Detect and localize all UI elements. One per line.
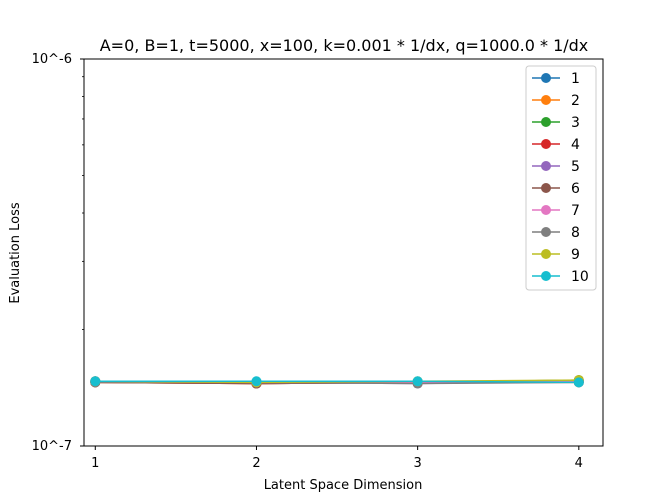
legend-swatch-marker [541, 117, 551, 127]
x-axis: 1 2 3 4 [91, 446, 583, 471]
legend-swatch-marker [541, 183, 551, 193]
legend-swatch-marker [541, 249, 551, 259]
legend-item: 9 [532, 247, 580, 263]
legend-item: 1 [532, 71, 580, 87]
legend-label: 10 [571, 269, 589, 285]
y-tick-label: 10^-6 [32, 52, 72, 67]
legend-label: 3 [571, 115, 580, 131]
legend-label: 7 [571, 203, 580, 219]
legend-swatch-marker [541, 227, 551, 237]
legend: 1 2 3 4 5 6 7 8 9 10 [525, 65, 597, 291]
data-point [573, 377, 584, 388]
plot-series [90, 375, 584, 389]
legend-label: 8 [571, 225, 580, 241]
legend-label: 1 [571, 71, 580, 87]
x-tick-label: 2 [252, 456, 260, 471]
legend-item: 8 [532, 225, 580, 241]
legend-swatch-marker [541, 95, 551, 105]
y-tick-label: 10^-7 [32, 439, 72, 454]
legend-swatch-marker [541, 161, 551, 171]
legend-item: 6 [532, 181, 580, 197]
series-8 [90, 377, 584, 389]
legend-item: 7 [532, 203, 580, 219]
y-axis-label: Evaluation Loss [8, 202, 23, 303]
x-axis-label: Latent Space Dimension [264, 478, 423, 493]
legend-item: 10 [532, 269, 589, 285]
plot-frame [83, 58, 604, 447]
data-point [90, 376, 101, 387]
legend-swatch-marker [541, 271, 551, 281]
chart-title: A=0, B=1, t=5000, x=100, k=0.001 * 1/dx,… [100, 36, 589, 55]
y-axis: 10^-6 10^-7 [32, 52, 84, 454]
legend-swatch-marker [541, 205, 551, 215]
x-tick-label: 3 [414, 456, 422, 471]
x-tick-label: 4 [575, 456, 583, 471]
legend-swatch-marker [541, 73, 551, 83]
legend-label: 9 [571, 247, 580, 263]
legend-item: 3 [532, 115, 580, 131]
data-point [412, 376, 423, 387]
legend-item: 4 [532, 137, 580, 153]
data-point [251, 376, 262, 387]
legend-label: 5 [571, 159, 580, 175]
legend-label: 6 [571, 181, 580, 197]
legend-item: 2 [532, 93, 580, 109]
legend-item: 5 [532, 159, 580, 175]
series-line [95, 380, 579, 384]
series-10 [90, 376, 584, 388]
legend-label: 2 [571, 93, 580, 109]
legend-swatch-marker [541, 139, 551, 149]
x-tick-label: 1 [91, 456, 99, 471]
legend-label: 4 [571, 137, 580, 153]
